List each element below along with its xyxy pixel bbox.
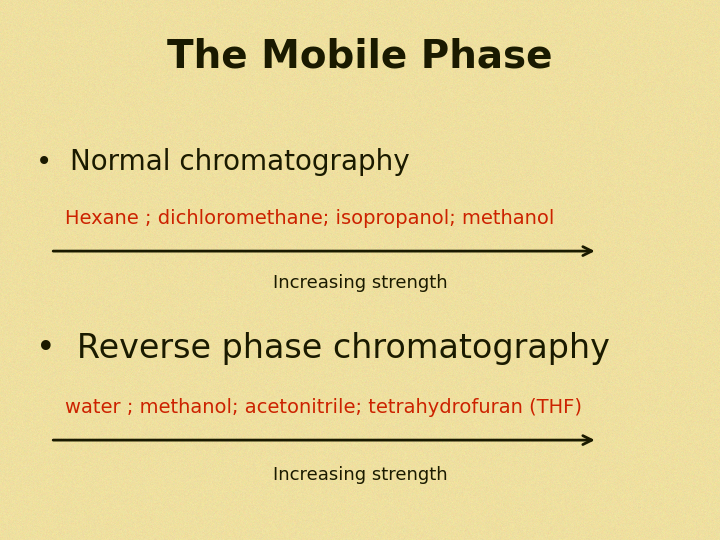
Text: Increasing strength: Increasing strength bbox=[273, 274, 447, 293]
Text: •  Reverse phase chromatography: • Reverse phase chromatography bbox=[36, 332, 610, 365]
Text: Increasing strength: Increasing strength bbox=[273, 466, 447, 484]
Text: •  Normal chromatography: • Normal chromatography bbox=[36, 148, 410, 176]
Text: The Mobile Phase: The Mobile Phase bbox=[167, 38, 553, 76]
Text: Hexane ; dichloromethane; isopropanol; methanol: Hexane ; dichloromethane; isopropanol; m… bbox=[65, 209, 554, 228]
Text: water ; methanol; acetonitrile; tetrahydrofuran (THF): water ; methanol; acetonitrile; tetrahyd… bbox=[65, 398, 582, 417]
